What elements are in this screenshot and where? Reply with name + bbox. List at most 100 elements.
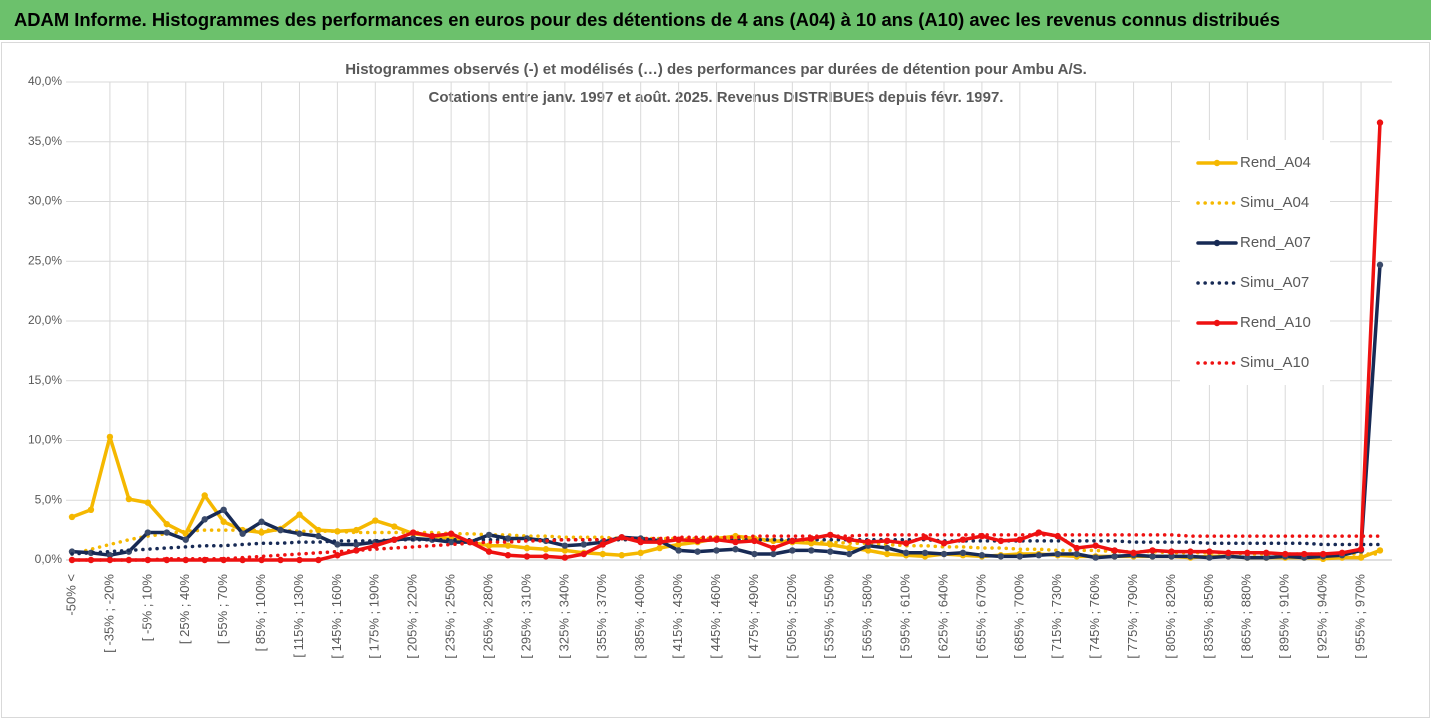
legend-label: Simu_A04: [1240, 194, 1309, 211]
series-marker: [334, 541, 341, 548]
x-tick-label: [ 295% ; 310%: [518, 574, 533, 659]
series-marker: [68, 513, 76, 521]
series-marker: [315, 556, 322, 564]
series-marker: [997, 537, 1005, 545]
header-bar: [0, 0, 1431, 40]
series-marker: [580, 541, 588, 548]
y-tick-label: 0,0%: [35, 552, 63, 566]
series-marker: [1206, 548, 1213, 555]
legend-label: Rend_A04: [1240, 154, 1311, 171]
legend-label: Simu_A07: [1240, 274, 1309, 291]
series-marker: [87, 556, 95, 564]
series-marker: [87, 506, 95, 514]
series-marker: [296, 511, 303, 518]
x-tick-label: [ 835% ; 850%: [1201, 574, 1216, 659]
series-marker: [770, 544, 777, 552]
series-marker: [1244, 554, 1251, 561]
x-tick-label: [ 115% ; 130%: [291, 574, 306, 658]
y-tick-label: 25,0%: [28, 253, 62, 267]
x-tick-label: [ 655% ; 670%: [973, 574, 988, 659]
series-marker: [1282, 550, 1289, 558]
series-marker: [1357, 554, 1365, 561]
x-tick-label: [ -35% ; -20%: [101, 574, 116, 653]
series-marker: [485, 531, 493, 539]
series-marker: [1263, 554, 1270, 561]
series-marker: [201, 492, 208, 499]
x-tick-label: [ 265% ; 280%: [480, 574, 495, 659]
series-marker: [561, 547, 569, 554]
x-tick-label: [ 805% ; 820%: [1163, 574, 1178, 659]
x-tick-label: [ 895% ; 910%: [1277, 574, 1292, 659]
x-tick-label: [ 925% ; 940%: [1315, 574, 1330, 659]
x-tick-label: [ 475% ; 490%: [746, 574, 761, 659]
legend-marker: [1213, 239, 1221, 247]
chart-title: Histogrammes observés (-) et modélisés (…: [345, 61, 1087, 78]
series-marker: [1187, 553, 1194, 560]
series-marker: [144, 529, 152, 536]
series-marker: [599, 541, 606, 548]
series-marker: [106, 433, 114, 441]
series-marker: [864, 547, 872, 554]
x-tick-label: [ 865% ; 880%: [1239, 574, 1254, 659]
legend-marker: [1213, 319, 1221, 327]
series-marker: [182, 536, 189, 543]
legend-label: Rend_A10: [1240, 314, 1311, 331]
series-marker: [732, 538, 739, 546]
x-tick-label: [ 25% ; 40%: [177, 574, 192, 645]
series-marker: [1187, 548, 1194, 555]
series-marker: [428, 532, 436, 540]
series-marker: [1225, 549, 1232, 557]
series-marker: [1149, 553, 1156, 560]
series-marker: [1168, 553, 1175, 560]
series-marker: [1130, 549, 1137, 557]
series-marker: [732, 546, 739, 553]
series-marker: [1111, 553, 1118, 560]
series-marker: [1376, 547, 1384, 554]
series-marker: [296, 556, 303, 564]
series-marker: [1244, 549, 1251, 557]
series-marker: [504, 552, 512, 559]
series-marker: [485, 542, 493, 549]
series-marker: [675, 541, 682, 548]
series-marker: [940, 550, 948, 558]
series-marker: [827, 548, 834, 555]
series-line: [70, 533, 1382, 562]
x-tick-label: [ 955% ; 970%: [1352, 574, 1367, 659]
series-marker: [258, 518, 265, 525]
series-marker: [1092, 554, 1099, 561]
series-line: [70, 120, 1382, 562]
x-tick-label: [ 505% ; 520%: [784, 574, 799, 659]
series-marker: [1016, 536, 1024, 543]
series-marker: [542, 553, 550, 560]
series-marker: [1168, 548, 1175, 555]
series-marker: [144, 499, 152, 506]
legend-label: Simu_A10: [1240, 354, 1309, 371]
series-marker: [372, 517, 379, 524]
x-tick-label: [ 235% ; 250%: [443, 574, 458, 659]
series-marker: [447, 538, 455, 546]
series-marker: [1149, 547, 1156, 554]
x-tick-label: [ 745% ; 760%: [1087, 574, 1102, 659]
series-marker: [106, 556, 114, 564]
x-tick-label: [ 775% ; 790%: [1125, 574, 1140, 659]
x-tick-label: [ 415% ; 430%: [670, 574, 685, 659]
series-marker: [296, 530, 303, 537]
x-tick-label: [ 55% ; 70%: [215, 574, 230, 645]
series-marker: [315, 532, 322, 540]
series-marker: [637, 538, 644, 546]
series-marker: [410, 529, 417, 536]
series-marker: [675, 547, 682, 554]
x-tick-label: [ 175% ; 190%: [367, 574, 382, 659]
series-marker: [1357, 546, 1365, 553]
x-tick-label: [ 85% ; 100%: [253, 574, 268, 652]
series-marker: [201, 516, 208, 523]
series-marker: [1016, 553, 1024, 560]
series-marker: [1319, 550, 1327, 558]
series-marker: [921, 549, 929, 557]
x-tick-label: [ 145% ; 160%: [329, 574, 344, 659]
series-marker: [864, 538, 872, 546]
series-marker: [883, 550, 891, 558]
series-marker: [391, 523, 398, 530]
y-tick-label: 5,0%: [35, 492, 63, 506]
y-tick-label: 10,0%: [28, 433, 62, 447]
